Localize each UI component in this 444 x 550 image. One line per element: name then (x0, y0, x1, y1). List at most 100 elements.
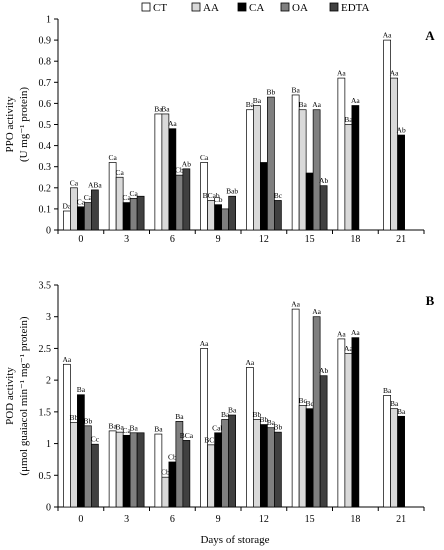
panel-b-bar-oa-day-9 (221, 419, 229, 508)
panel-b-x-tick-label: 21 (396, 514, 406, 525)
panel-a-bar-ct-day-15 (291, 94, 300, 231)
panel-b-bar-aa-day-21 (390, 408, 398, 508)
panel-b-letter-aa-day-21: Ba (390, 399, 399, 408)
legend-label-ca: CA (249, 2, 264, 14)
panel-b-tag: B (426, 293, 435, 308)
panel-a-bar-edta-day-6 (182, 168, 191, 231)
panel-a-bar-ca-day-18 (351, 105, 360, 231)
panel-a-bar-aa-day-3 (115, 176, 124, 231)
panel-b-y-tick-label: 1.5 (39, 407, 52, 418)
panel-b-x-tick-label: 3 (124, 514, 129, 525)
chart-panel-a: 0 0.1 0.2 0.3 0.4 0.5 0.6 0.7 0.8 0.9 1 0 3 6 9 12 15 18 2… (4, 15, 435, 246)
panel-b-letter-aa-day-0: Bb (69, 413, 78, 422)
legend-label-ct: CT (153, 2, 167, 14)
panel-a-letter-edta-day-0: ABa (88, 180, 102, 189)
panel-b-x-tick-label: 18 (350, 514, 360, 525)
panel-a-bar-oa-day-3 (129, 198, 138, 231)
panel-a-bar-ca-day-21 (397, 134, 405, 231)
panel-b-y-axis-title-line: POD activity (4, 367, 16, 425)
panel-b-letter-oa-day-12: Ba (267, 418, 276, 427)
panel-a-x-tick-label: 0 (78, 234, 83, 245)
panel-b-letter-oa-day-15: Aa (312, 307, 321, 316)
panel-b-letter-aa-day-6: Cb (161, 468, 170, 477)
panel-b-bar-oa-day-15 (312, 316, 321, 508)
panel-b-bar-oa-day-12 (267, 427, 275, 508)
panel-b-letter-ca-day-9: Cab (212, 423, 224, 432)
panel-a-letter-ca-day-9: Cb (214, 195, 223, 204)
panel-a-x-tick-label: 18 (350, 234, 360, 245)
panel-b-letter-ca-day-18: Aa (351, 328, 360, 337)
panel-a-letter-ca-day-6: Aa (168, 119, 177, 128)
panel-a-letter-ca-day-18: Aa (351, 96, 360, 105)
panel-b-bar-edta-day-12 (274, 431, 282, 508)
legend-swatch-oa (280, 2, 290, 12)
panel-a-bar-ca-day-6 (168, 128, 177, 231)
panel-b-bar-ct-day-21 (383, 395, 391, 508)
panel-a-letter-oa-day-3: Ca (129, 189, 138, 198)
panel-b-bar-aa-day-3 (115, 431, 124, 508)
panel-a-bar-edta-day-12 (274, 200, 282, 231)
panel-a-y-axis-title-line: (U mg⁻¹ protein) (18, 87, 30, 162)
panel-a-letter-ca-day-21: Ab (397, 126, 406, 135)
panel-b-bar-aa-day-6 (161, 476, 170, 508)
panel-a-bar-oa-day-6 (175, 174, 184, 231)
panel-a-y-axis-title-line: PPO activity (4, 96, 16, 152)
panel-b-letter-ct-day-18: Aa (337, 329, 346, 338)
panel-a-bar-ct-day-6 (154, 113, 163, 231)
panel-a-bar-aa-day-0 (70, 187, 78, 231)
panel-b-letter-ct-day-0: Aa (63, 355, 72, 364)
panel-a-y-tick-label: 0.1 (39, 204, 52, 215)
panel-b-bar-ca-day-3 (122, 434, 131, 508)
panel-b-letter-edta-day-6: BCa (180, 431, 194, 440)
panel-b-letter-aa-day-12: Bb (252, 410, 261, 419)
panel-b-bar-ca-day-21 (397, 415, 405, 508)
panel-a-bar-edta-day-0 (91, 189, 99, 231)
panel-b-letter-ca-day-0: Ba (77, 385, 86, 394)
panel-a-letter-edta-day-15: Ab (319, 176, 328, 185)
panel-b-bar-ct-day-3 (108, 430, 117, 508)
panel-a-letter-oa-day-0: Ca (84, 193, 93, 202)
panel-a-letter-aa-day-18: Ba (344, 115, 353, 124)
panel-a-letter-ct-day-12: Ba (246, 100, 255, 109)
panel-a-letter-aa-day-9: BCab (203, 191, 220, 200)
panel-b-letter-ca-day-3: Ca (122, 426, 131, 435)
panel-a-bar-ct-day-18 (337, 77, 346, 231)
panel-a-bar-ct-day-0 (63, 210, 71, 231)
panel-b-bar-edta-day-9 (228, 414, 236, 508)
panel-a-tag: A (425, 28, 435, 43)
panel-b-x-tick-label: 12 (259, 514, 269, 525)
panel-a-bar-edta-day-15 (319, 185, 328, 231)
panel-b-letter-edta-day-12: Bb (273, 423, 282, 432)
panel-b-letter-oa-day-9: Ba (221, 410, 230, 419)
panel-b-letter-ca-day-15: Bc (305, 399, 314, 408)
legend-swatch-ca (237, 2, 247, 12)
panel-a-bar-oa-day-15 (312, 109, 321, 231)
panel-a-x-tick-label: 21 (396, 234, 406, 245)
panel-b-y-tick-label: 0.5 (39, 471, 52, 482)
panel-b-y-tick-label: 1 (46, 439, 51, 450)
panel-a-letter-aa-day-0: Ca (70, 178, 79, 187)
panel-b-letter-oa-day-0: Bb (83, 416, 92, 425)
chart-panel-b: 0 0.5 1 1.5 2 2.5 3 3.5 0 3 6 9 12 15 18 21 POD activity… (4, 281, 435, 526)
panel-b-bar-aa-day-12 (253, 419, 261, 508)
panel-b-bar-edta-day-6 (182, 440, 191, 508)
panel-b-letter-aa-day-15: Bc (298, 396, 307, 405)
panel-b-letter-aa-day-9: BCb (204, 435, 218, 444)
panel-a-bar-oa-day-9 (221, 208, 229, 231)
panel-a-y-tick-label: 0.4 (39, 141, 52, 152)
panel-b-y-tick-label: 0 (46, 503, 51, 514)
panel-b-bar-ca-day-9 (214, 432, 222, 508)
panel-a-y-tick-label: 0.3 (39, 162, 52, 173)
panel-b-letter-edta-day-9: Ba (228, 406, 237, 415)
panel-a-bar-aa-day-6 (161, 113, 170, 231)
panel-b-y-tick-label: 3.5 (39, 281, 52, 292)
panel-a-letter-edta-day-12: Bc (274, 191, 283, 200)
panel-b-letter-ct-day-3: Ba (108, 421, 117, 430)
panel-b-letter-aa-day-3: Ba (115, 423, 124, 432)
legend-label-aa: AA (203, 2, 219, 14)
panel-a-letter-ct-day-6: Ba (154, 104, 163, 113)
panel-a-bar-aa-day-12 (253, 105, 261, 231)
panel-a-letter-aa-day-21: Aa (390, 69, 399, 78)
panel-b-bar-ct-day-9 (200, 348, 208, 508)
panel-a-letter-aa-day-12: Ba (253, 96, 262, 105)
